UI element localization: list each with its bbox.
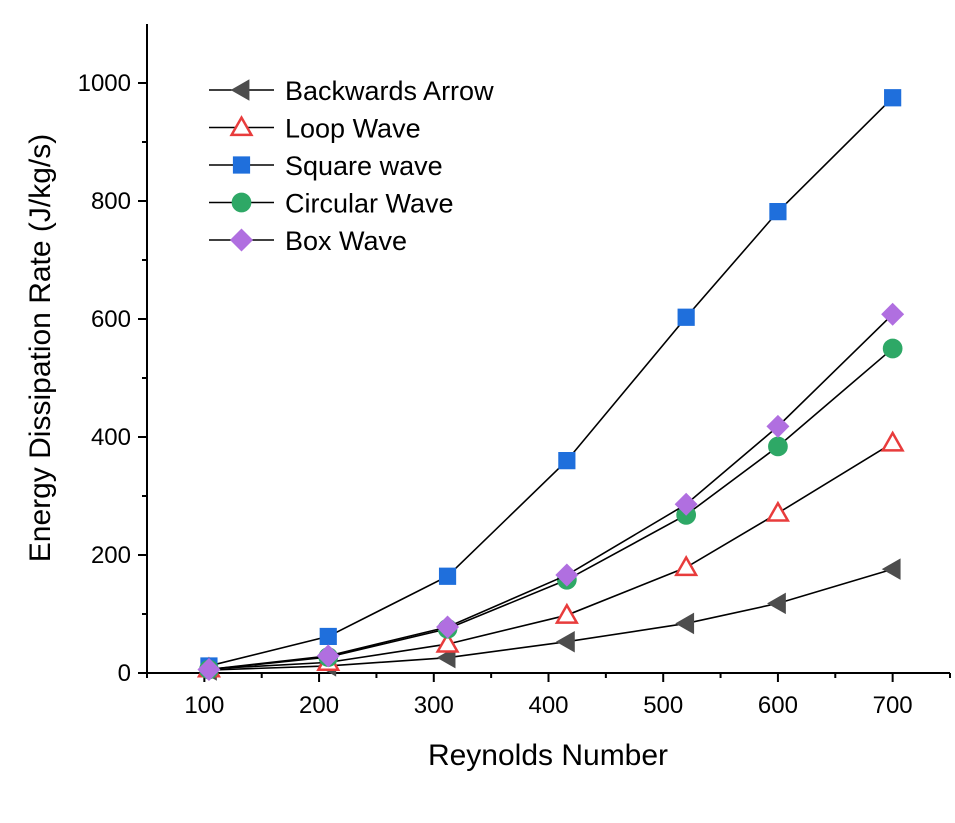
legend-item: Loop Wave xyxy=(209,114,421,144)
data-point xyxy=(768,436,788,457)
data-point xyxy=(766,414,790,438)
legend-marker xyxy=(232,156,251,174)
legend: Backwards Arrow Loop Wave Square wave Circu… xyxy=(209,76,494,256)
x-axis-title: Reynolds Number xyxy=(428,739,668,772)
data-point xyxy=(881,558,901,580)
ticks: 0 200 400 600 800 1000 100 200 300 400 500 600 700 xyxy=(78,70,951,719)
y-tick-label: 800 xyxy=(91,188,131,215)
x-tick-label: 100 xyxy=(184,692,224,719)
x-tick-label: 500 xyxy=(643,692,683,719)
y-tick-label: 1000 xyxy=(78,70,131,97)
y-tick-label: 400 xyxy=(91,424,131,451)
data-point xyxy=(769,203,787,221)
legend-item: Circular Wave xyxy=(209,189,454,219)
data-point xyxy=(435,631,460,653)
data-point xyxy=(880,430,905,452)
x-tick-label: 300 xyxy=(414,692,454,719)
data-point xyxy=(316,644,340,668)
legend-marker xyxy=(229,228,254,252)
axes xyxy=(146,24,950,674)
legend-item: Backwards Arrow xyxy=(209,76,494,106)
data-point xyxy=(555,630,575,653)
data-point xyxy=(675,612,695,635)
series-3 xyxy=(199,338,903,680)
y-axis-title: Energy Dissipation Rate (J/kg/s) xyxy=(24,134,57,563)
legend-item: Box Wave xyxy=(209,226,407,256)
data-point xyxy=(674,554,699,577)
series-line xyxy=(208,313,894,671)
data-point xyxy=(767,592,786,615)
x-tick-label: 200 xyxy=(299,692,339,719)
x-tick-label: 700 xyxy=(873,692,913,719)
series-line xyxy=(208,97,894,667)
x-tick-label: 600 xyxy=(758,692,798,719)
y-tick-label: 200 xyxy=(91,542,131,569)
data-point xyxy=(677,308,695,326)
legend-item: Square wave xyxy=(209,151,443,181)
data-point xyxy=(882,338,903,359)
data-point xyxy=(319,627,337,646)
legend-marker xyxy=(230,79,250,101)
legend-label: Square wave xyxy=(285,151,443,181)
data-point xyxy=(884,89,902,107)
legend-label: Backwards Arrow xyxy=(285,76,494,106)
data-point xyxy=(197,657,221,681)
data-point xyxy=(765,500,790,522)
x-tick-label: 400 xyxy=(528,692,568,719)
data-point xyxy=(438,567,457,585)
data-point xyxy=(558,452,576,470)
series-1 xyxy=(196,430,905,678)
y-tick-label: 600 xyxy=(91,306,131,333)
legend-marker xyxy=(229,115,254,137)
data-point xyxy=(554,602,579,624)
y-tick-label: 0 xyxy=(118,660,131,687)
legend-label: Box Wave xyxy=(285,226,407,256)
series-line xyxy=(208,347,894,671)
data-point xyxy=(555,563,579,587)
data-point xyxy=(674,492,698,516)
legend-label: Circular Wave xyxy=(285,189,454,219)
data-point xyxy=(881,302,905,326)
legend-label: Loop Wave xyxy=(285,114,421,144)
series-layer xyxy=(196,89,905,681)
data-point xyxy=(436,615,460,639)
legend-marker xyxy=(231,192,252,213)
series-4 xyxy=(197,302,905,681)
